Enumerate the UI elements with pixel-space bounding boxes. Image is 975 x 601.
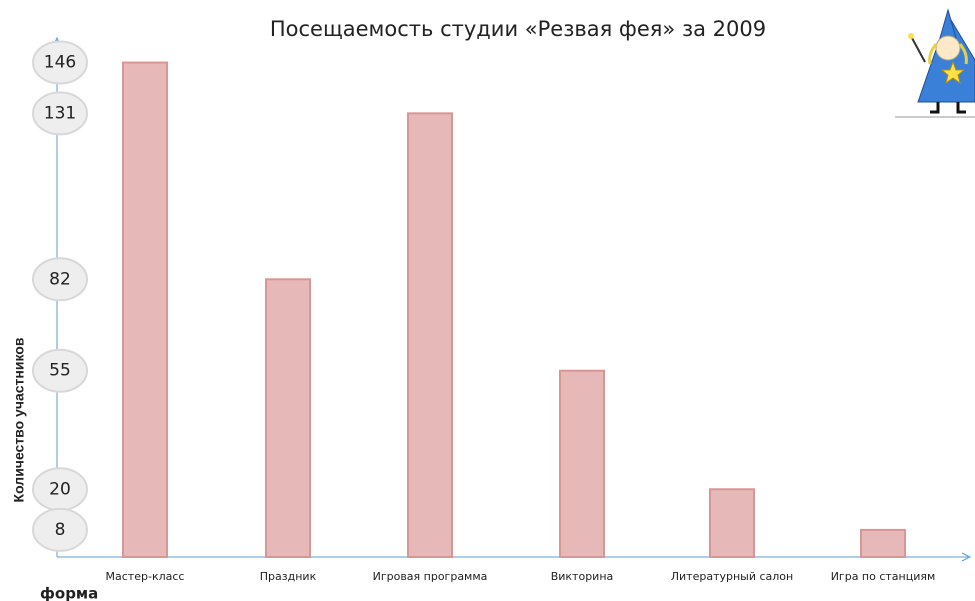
bar (266, 279, 310, 557)
x-tick-label: Викторина (551, 570, 614, 583)
x-tick-label: Мастер-класс (106, 570, 185, 583)
value-label: 55 (49, 361, 71, 381)
x-tick-label: Игра по станциям (831, 570, 936, 583)
chart-title: Посещаемость студии «Резвая фея» за 2009 (270, 17, 766, 41)
value-label: 131 (44, 103, 76, 123)
x-tick-label: Игровая программа (373, 570, 488, 583)
value-label: 146 (44, 53, 76, 73)
value-label: 20 (49, 479, 71, 499)
bar (408, 113, 452, 557)
x-axis-label: форма (40, 585, 98, 601)
value-label: 82 (49, 269, 71, 289)
bar (710, 489, 754, 557)
value-label: 8 (55, 520, 66, 540)
bar (560, 371, 604, 557)
fairy-icon (895, 10, 975, 117)
x-tick-label: Литературный салон (671, 570, 793, 583)
bar (861, 530, 905, 557)
x-tick-label: Праздник (260, 570, 317, 583)
y-axis-label: Количество участников (11, 337, 27, 502)
bar (123, 63, 167, 557)
chart: Посещаемость студии «Резвая фея» за 2009… (0, 0, 975, 601)
